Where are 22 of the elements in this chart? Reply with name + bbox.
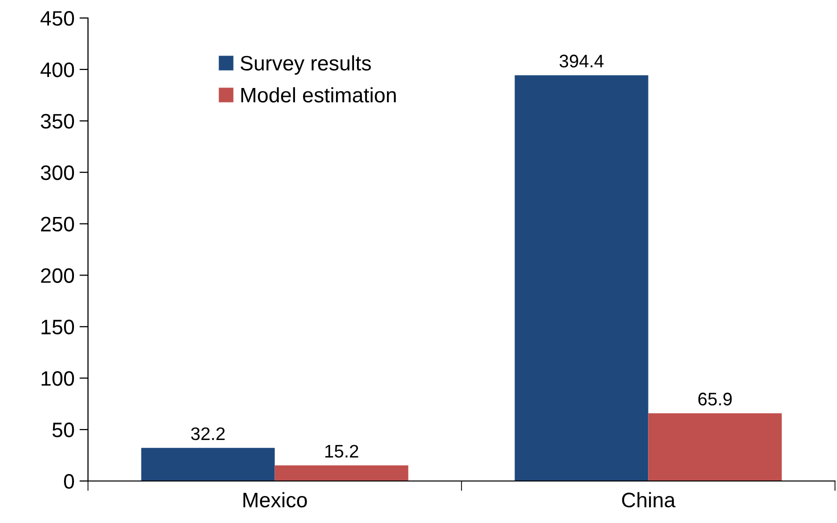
y-tick-label: 450 xyxy=(40,11,74,26)
data-label: 15.2 xyxy=(325,444,358,458)
y-tick-label: 50 xyxy=(52,422,74,438)
y-tick-label: 150 xyxy=(42,320,74,334)
data-label: 65.9 xyxy=(698,392,732,406)
y-tick-label: 200 xyxy=(41,268,74,283)
y-tick-label: 350 xyxy=(40,114,74,129)
y-tick-label: 100 xyxy=(42,371,74,386)
x-tick-label: Mexico xyxy=(243,492,307,508)
x-tick-label: China xyxy=(622,492,676,508)
bar xyxy=(141,448,275,481)
data-label: 32.2 xyxy=(191,427,225,440)
legend-label: Model estimation xyxy=(241,87,396,102)
legend-label: Survey results xyxy=(240,55,371,75)
bar xyxy=(648,413,782,481)
bar xyxy=(514,75,648,481)
data-label: 394.4 xyxy=(560,54,604,68)
y-tick-label: 300 xyxy=(40,165,74,180)
y-tick-label: 0 xyxy=(64,474,74,489)
y-tick-label: 250 xyxy=(41,216,74,232)
bar xyxy=(274,465,408,481)
y-tick-label: 400 xyxy=(40,62,74,78)
